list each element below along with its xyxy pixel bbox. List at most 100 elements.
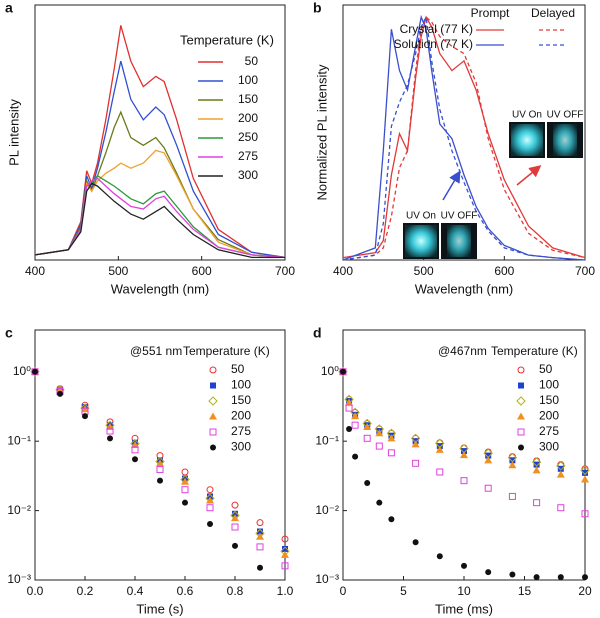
- data-point: [256, 532, 264, 540]
- data-point: [157, 477, 163, 484]
- inset-glow: [405, 225, 437, 257]
- legend-column: Delayed: [531, 6, 575, 20]
- data-point: [57, 390, 63, 397]
- data-point: [387, 434, 396, 442]
- plot-frame: [342, 4, 586, 261]
- data-point: [509, 571, 516, 578]
- x-tick-label: 5: [400, 584, 407, 598]
- x-tick-label: 0: [340, 584, 347, 598]
- data-point: [484, 456, 493, 464]
- data-point: [181, 468, 189, 476]
- plot-frame: [34, 329, 286, 581]
- x-tick-label: 20: [578, 584, 592, 598]
- data-point: [557, 504, 565, 512]
- data-point: [412, 459, 420, 467]
- legend-marker: [516, 396, 526, 406]
- data-point: [32, 368, 38, 375]
- data-point: [556, 461, 566, 471]
- data-point: [206, 504, 214, 512]
- panel-label: b: [313, 0, 322, 16]
- x-axis-label: Time (ms): [435, 601, 493, 616]
- legend-label: 250: [238, 130, 258, 144]
- data-point: [581, 475, 589, 483]
- x-tick-label: 0.6: [177, 584, 194, 598]
- data-point: [557, 574, 564, 581]
- legend-label: 100: [539, 378, 559, 392]
- data-point: [206, 486, 214, 494]
- legend-label: 200: [231, 409, 251, 423]
- y-tick-label: 10⁻¹: [315, 433, 339, 447]
- data-line: [342, 15, 586, 259]
- data-point: [435, 445, 444, 453]
- arrow: [442, 170, 461, 201]
- y-tick-label: 10⁻²: [315, 503, 339, 517]
- y-axis-label: Normalized PL intensity: [314, 64, 329, 201]
- legend-label: 150: [539, 393, 559, 407]
- x-tick-label: 15: [518, 584, 532, 598]
- data-point: [131, 441, 139, 449]
- panel-label: d: [313, 325, 322, 341]
- data-point: [388, 516, 395, 523]
- legend-label: 275: [238, 149, 258, 163]
- x-tick-label: 1.0: [277, 584, 294, 598]
- data-point: [509, 457, 516, 464]
- data-point: [485, 452, 492, 459]
- x-axis-label: Wavelength (nm): [415, 281, 514, 296]
- data-point: [281, 535, 289, 543]
- data-point: [282, 545, 288, 552]
- data-point: [345, 398, 354, 406]
- data-point: [231, 501, 239, 509]
- data-point: [232, 542, 238, 549]
- data-point: [508, 461, 517, 469]
- data-point: [232, 510, 238, 517]
- data-point: [533, 499, 541, 507]
- legend-marker: [517, 366, 525, 374]
- data-point: [257, 528, 263, 535]
- legend-label: 300: [238, 168, 258, 182]
- legend-marker: [210, 444, 216, 451]
- data-point: [207, 493, 213, 500]
- data-point: [582, 574, 588, 581]
- legend-label: 150: [238, 92, 258, 106]
- data-line: [34, 177, 286, 259]
- y-tick-label: 10⁻³: [7, 572, 31, 586]
- legend-label: 150: [231, 393, 251, 407]
- annotation: @551 nm: [130, 344, 182, 358]
- data-point: [557, 465, 564, 472]
- data-point: [461, 448, 467, 455]
- data-point: [363, 434, 371, 442]
- data-line: [34, 182, 285, 259]
- data-point: [364, 479, 371, 486]
- data-point: [533, 574, 540, 581]
- legend-column: Prompt: [471, 6, 510, 20]
- legend-title: Temperature (K): [491, 344, 578, 358]
- data-point: [376, 499, 383, 506]
- legend-marker: [210, 382, 216, 389]
- inset-label: UV OFF: [547, 110, 584, 121]
- data-point: [181, 486, 189, 494]
- data-point: [106, 427, 114, 435]
- legend-title: Temperature (K): [180, 32, 274, 47]
- x-tick-label: 400: [25, 264, 45, 278]
- x-tick-label: 700: [575, 264, 595, 278]
- x-axis-label: Wavelength (nm): [111, 281, 210, 296]
- annotation: @467nm: [438, 344, 487, 358]
- legend-label: 300: [539, 440, 559, 454]
- data-point: [436, 468, 444, 476]
- data-point: [436, 553, 443, 560]
- x-tick-label: 600: [192, 264, 212, 278]
- data-point: [207, 521, 213, 528]
- data-point: [580, 465, 590, 476]
- panel-label: c: [5, 325, 13, 341]
- legend-marker: [518, 444, 524, 451]
- x-tick-label: 0.8: [227, 584, 244, 598]
- legend-marker: [209, 428, 217, 436]
- legend-marker: [517, 428, 525, 436]
- data-point: [387, 449, 395, 457]
- legend-title: Temperature (K): [183, 344, 270, 358]
- data-point: [375, 429, 384, 437]
- data-point: [206, 496, 214, 504]
- x-tick-label: 10: [457, 584, 471, 598]
- data-point: [182, 499, 188, 506]
